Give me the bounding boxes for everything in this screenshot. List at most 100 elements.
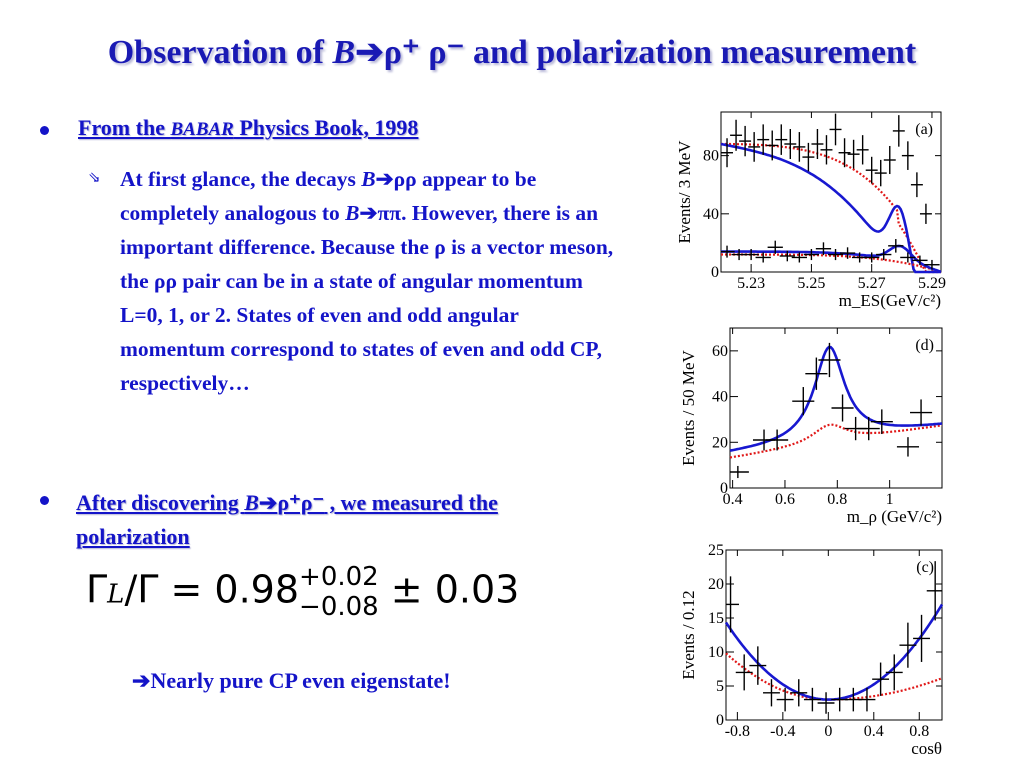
data-point: [839, 247, 856, 259]
data-point: [802, 142, 815, 172]
bullet-babar-book: From the BABAR Physics Book, 1998: [78, 115, 419, 140]
data-point: [784, 128, 797, 160]
x-tick-label: 0.4: [864, 723, 884, 740]
data-point: [838, 138, 851, 168]
data-point: [755, 252, 771, 263]
x-tick-label: 0.4: [723, 491, 743, 508]
data-point: [896, 437, 920, 457]
x-tick-label: -0.4: [770, 723, 795, 740]
y-tick-label: 25: [708, 542, 724, 559]
y-tick-label: 20: [708, 576, 724, 593]
data-point: [748, 132, 761, 162]
fit-total-curve: [720, 142, 941, 274]
plot-costheta: -0.8 -0.4 0 0.4 0.8 0 5 10 15 20 25 Events / 0.12 co…: [680, 542, 944, 758]
conclusion: ➔Nearly pure CP even eigenstate!: [132, 668, 451, 693]
sub-bullet-text: At first glance, the decays B➔ρρ appear …: [120, 167, 614, 395]
x-tick-label: 0: [824, 723, 832, 740]
data-point: [888, 239, 904, 253]
data-point: [815, 242, 832, 256]
data-point: [721, 245, 735, 258]
bullet-polarization: After discovering B➔ρ⁺ρ⁻ , we measured t…: [76, 490, 498, 549]
panel-label: (a): [915, 121, 933, 138]
data-point: [892, 115, 905, 147]
data-point: [730, 119, 743, 151]
polarization-formula: ΓL/Γ = 0.98 +0.02 −0.08 ± 0.03: [86, 562, 520, 622]
data-point: [817, 692, 835, 714]
data-point: [831, 394, 854, 422]
data-point: [901, 141, 914, 170]
fit-background-curve: [729, 423, 943, 459]
data-point: [775, 124, 788, 155]
y-tick-label: 40: [712, 389, 728, 406]
data-point: [870, 409, 893, 435]
data-point: [818, 342, 841, 378]
data-point: [743, 249, 759, 261]
y-tick-label: 15: [708, 610, 724, 627]
x-tick-label: 1: [886, 491, 894, 508]
data-point: [749, 646, 767, 685]
data-point: [766, 429, 789, 451]
plot-mrho: 0.4 0.6 0.8 1 0 20 40 60 Events / 50 MeV m_ρ (GeV…: [680, 327, 943, 526]
data-point: [767, 240, 783, 254]
data-point: [811, 128, 824, 160]
data-point: [910, 399, 933, 426]
data-point: [803, 249, 820, 261]
fit-background-curve: [721, 142, 941, 274]
data-point: [858, 687, 876, 712]
x-tick-label: 0.8: [909, 723, 929, 740]
data-point: [726, 576, 739, 633]
x-tick-label: 5.25: [797, 275, 825, 292]
bullet-dot: [40, 496, 49, 505]
x-tick-label: 5.23: [737, 275, 765, 292]
data-point: [827, 249, 844, 261]
sub-bullet-arrow-icon: ⇘: [88, 170, 101, 186]
x-tick-label: 0.8: [827, 491, 847, 508]
x-tick-label: -0.8: [725, 723, 750, 740]
data-point: [912, 255, 928, 266]
panel-label: (c): [916, 559, 934, 576]
data-point: [919, 203, 932, 224]
data-point: [776, 687, 794, 712]
data-point: [739, 125, 752, 157]
data-point: [872, 662, 890, 696]
data-point: [885, 654, 903, 691]
x-tick-label: 0.6: [775, 491, 795, 508]
data-point: [899, 622, 917, 668]
data-point: [820, 135, 833, 165]
y-tick-label: 20: [712, 434, 728, 451]
data-point: [876, 249, 892, 261]
data-point: [913, 614, 930, 662]
plot-frame: [720, 111, 942, 273]
y-tick-label: 0: [711, 264, 719, 281]
data-point: [791, 252, 807, 263]
arrow-icon: ➔: [132, 668, 151, 693]
y-tick-label: 40: [703, 206, 719, 223]
x-axis-label: m_ρ (GeV/c²): [847, 507, 942, 526]
panel-label: (d): [915, 337, 934, 354]
data-point: [900, 252, 916, 263]
data-point: [924, 259, 940, 270]
data-point: [803, 687, 821, 712]
y-axis-label: Events/ 3 MeV: [676, 140, 694, 244]
data-point: [805, 357, 828, 390]
data-point: [864, 252, 880, 263]
slide-title: Observation of B➔ρ⁺ ρ⁻ and polarization …: [107, 34, 917, 71]
x-tick-label: 5.29: [918, 275, 946, 292]
data-point: [779, 250, 795, 262]
data-point: [874, 159, 887, 187]
data-point: [857, 416, 880, 441]
data-point: [790, 679, 808, 707]
data-point: [856, 135, 869, 165]
data-point: [766, 130, 779, 161]
data-point: [910, 172, 923, 198]
data-point: [883, 145, 896, 175]
x-axis-label: cosθ: [911, 739, 942, 758]
y-tick-label: 0: [716, 712, 724, 729]
data-point: [829, 113, 842, 146]
plot-mes: 5.23 5.25 5.27 5.29 0 40 80 Events/ 3 MeV m_ES(G…: [676, 111, 946, 310]
y-axis-label: Events / 50 MeV: [680, 349, 698, 465]
data-point: [730, 465, 749, 479]
data-point: [721, 138, 734, 168]
x-axis-label: m_ES(GeV/c²): [839, 291, 941, 310]
x-tick-label: 5.27: [858, 275, 886, 292]
